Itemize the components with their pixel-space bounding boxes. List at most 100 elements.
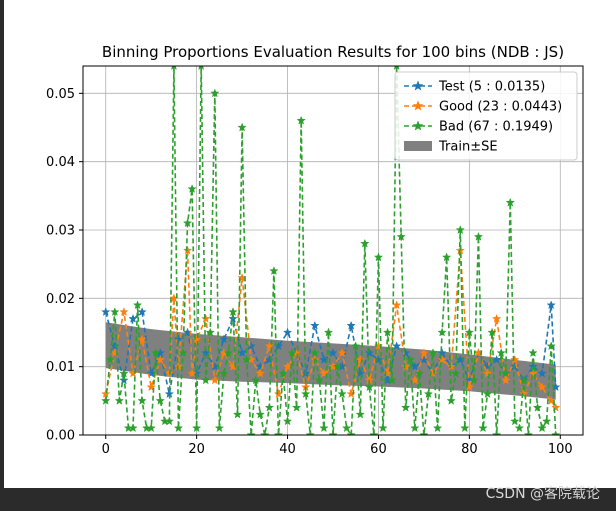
data-point (187, 368, 197, 378)
series-2 (101, 66, 561, 435)
data-point (393, 66, 400, 70)
data-point (519, 375, 529, 385)
data-point (210, 88, 220, 98)
data-point (137, 334, 147, 344)
data-point (528, 361, 538, 371)
data-point (278, 368, 288, 378)
axes: 0 20 40 60 80 100 0.00 0.01 0.02 0.03 0.04 0.05 (46, 65, 584, 457)
watermark-text: CSDN @客院载论 (485, 486, 600, 502)
x-tick-label: 80 (461, 442, 478, 457)
y-tick-label: 0.00 (46, 429, 75, 444)
data-point (223, 348, 234, 357)
data-point (182, 218, 193, 228)
data-point (401, 361, 411, 371)
data-point (246, 430, 256, 435)
data-point (401, 402, 411, 412)
data-point (310, 348, 320, 357)
data-point (282, 327, 293, 337)
data-point (137, 395, 147, 405)
data-point (523, 430, 534, 435)
data-point (446, 361, 456, 371)
data-point (528, 348, 538, 357)
data-point (251, 375, 261, 385)
data-point (219, 334, 229, 344)
data-point (355, 409, 365, 419)
data-point (119, 307, 129, 316)
data-point (146, 423, 156, 433)
legend-marker (412, 100, 424, 111)
data-point (205, 327, 215, 337)
data-point (437, 327, 447, 337)
data-point (419, 348, 429, 357)
data-point (528, 368, 538, 378)
data-point (246, 341, 256, 351)
data-point (419, 430, 429, 435)
legend-label: Good (23 : 0.0443) (439, 100, 562, 115)
data-point (482, 368, 493, 378)
data-point (291, 402, 302, 412)
data-point (432, 423, 443, 433)
data-point (537, 423, 547, 433)
data-point (346, 320, 356, 330)
data-point (369, 430, 379, 435)
data-point (410, 361, 420, 371)
legend-label: Train±SE (438, 140, 498, 155)
data-point (410, 423, 420, 433)
data-point (501, 368, 511, 378)
data-point (128, 368, 138, 378)
data-point (532, 402, 543, 412)
data-point (346, 430, 356, 435)
data-point (451, 368, 461, 378)
data-point (155, 354, 165, 364)
legend-box (394, 71, 578, 161)
data-point (396, 231, 406, 241)
data-point (219, 368, 229, 378)
data-point (323, 327, 334, 337)
data-point (391, 341, 402, 351)
data-point (132, 300, 143, 310)
data-point (191, 423, 202, 433)
data-point (510, 416, 520, 426)
data-point (378, 423, 388, 433)
data-point (105, 354, 115, 364)
data-point (119, 368, 129, 378)
y-tick-label: 0.03 (46, 224, 75, 239)
data-point (514, 423, 525, 433)
data-point (551, 402, 561, 412)
data-point (101, 389, 111, 398)
figure-canvas: Binning Proportions Evaluation Results f… (4, 0, 616, 488)
data-point (360, 238, 370, 248)
data-point (510, 354, 520, 364)
data-point (469, 375, 479, 385)
series-layer (101, 66, 561, 435)
train-se-band (105, 322, 556, 400)
data-point (473, 231, 484, 241)
data-point (155, 395, 165, 405)
legend-label: Bad (67 : 0.1949) (439, 120, 553, 135)
data-point (446, 395, 456, 405)
data-point (428, 348, 438, 357)
data-point (546, 341, 556, 351)
data-point (198, 66, 205, 70)
data-point (482, 389, 493, 398)
data-point (491, 430, 502, 435)
y-tick-label: 0.02 (46, 292, 75, 307)
legend-label: Test (5 : 0.0135) (438, 80, 545, 95)
data-point (232, 409, 243, 419)
data-point (310, 320, 320, 330)
y-tick-label: 0.01 (46, 360, 75, 375)
data-point (110, 307, 120, 316)
data-point (341, 423, 352, 433)
data-point (496, 348, 506, 357)
x-tick-label: 40 (279, 442, 296, 457)
data-point (255, 409, 265, 419)
data-point (405, 354, 415, 364)
data-point (373, 252, 384, 262)
data-point (287, 348, 297, 357)
y-tick-label: 0.04 (46, 155, 75, 170)
data-point (364, 382, 375, 392)
data-point (201, 313, 211, 323)
series-line (104, 66, 557, 435)
data-point (260, 430, 270, 435)
data-point (151, 348, 161, 357)
